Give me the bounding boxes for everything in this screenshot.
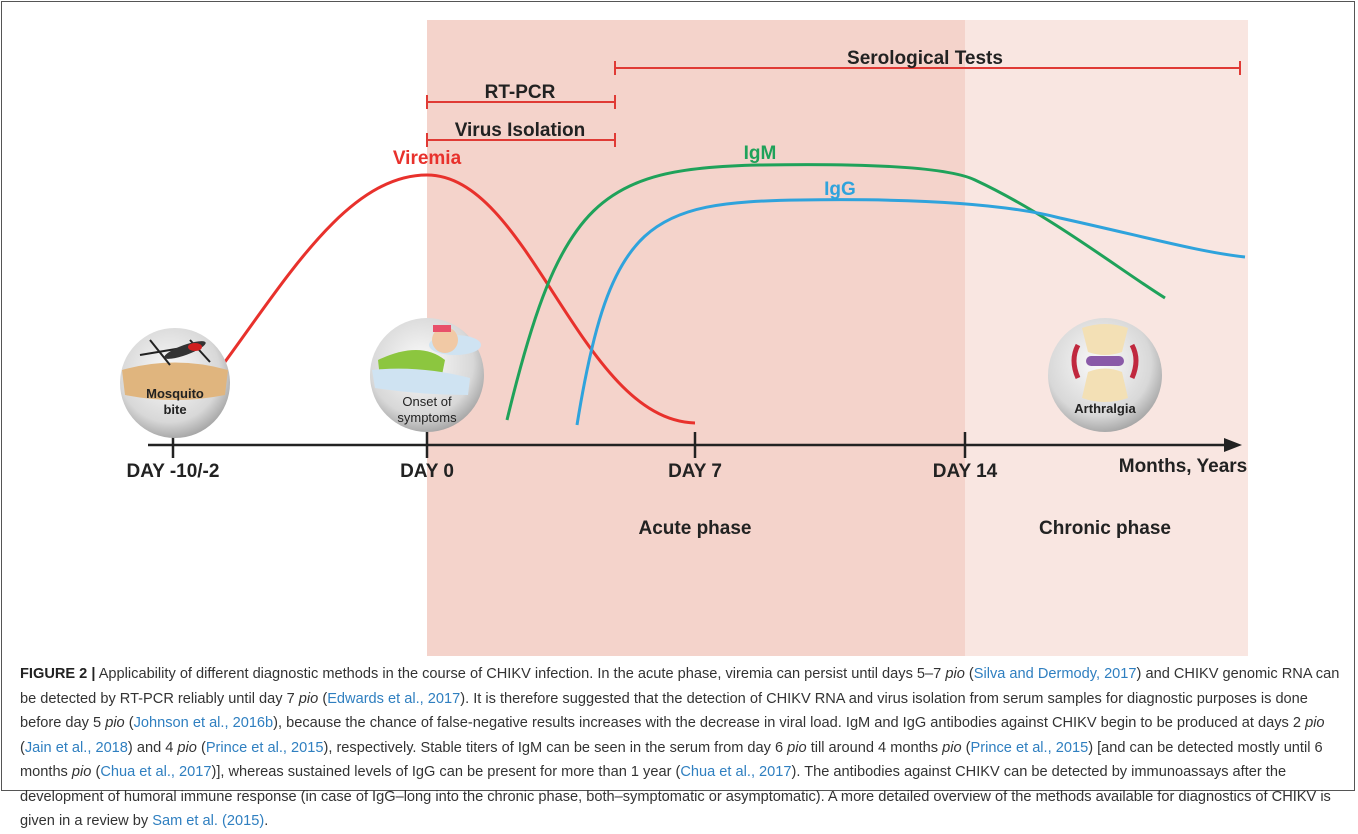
axis-end-label: Months, Years (1119, 456, 1247, 477)
caption-text: . (264, 813, 268, 829)
citation-link[interactable]: Prince et al., 2015 (971, 740, 1089, 756)
method-label: Virus Isolation (455, 120, 586, 141)
citation-link[interactable]: Silva and Dermody, 2017 (974, 666, 1137, 682)
caption-text: ), because the chance of false-negative … (273, 715, 1305, 731)
figure-number: FIGURE 2 | (20, 666, 95, 682)
caption-italic: pio (299, 691, 318, 707)
phase-label: Acute phase (639, 518, 752, 539)
acute-region (427, 20, 965, 656)
citation-link[interactable]: Edwards et al., 2017 (327, 691, 460, 707)
caption-italic: pio (105, 715, 124, 731)
caption-italic: pio (72, 764, 91, 780)
caption: FIGURE 2 | Applicability of different di… (20, 662, 1340, 834)
caption-text: ), respectively. Stable titers of IgM ca… (323, 740, 787, 756)
icon-mosquito (120, 328, 230, 438)
phase-label: Chronic phase (1039, 518, 1171, 539)
caption-italic: pio (787, 740, 806, 756)
axis-label: DAY 7 (668, 461, 722, 482)
caption-text: ( (965, 666, 974, 682)
method-label: RT-PCR (485, 82, 556, 103)
axis-label: DAY 14 (933, 461, 998, 482)
axis-label: DAY -10/-2 (127, 461, 220, 482)
caption-text: Applicability of different diagnostic me… (95, 666, 945, 682)
citation-link[interactable]: Prince et al., 2015 (206, 740, 324, 756)
citation-link[interactable]: Johnson et al., 2016b (134, 715, 274, 731)
caption-italic: pio (942, 740, 961, 756)
citation-link[interactable]: Chua et al., 2017 (100, 764, 211, 780)
icon-label: bite (163, 402, 186, 417)
icon-label: Onset of (402, 394, 452, 409)
method-label: Serological Tests (847, 48, 1003, 69)
caption-text: )], whereas sustained levels of IgG can … (211, 764, 680, 780)
caption-text: ( (125, 715, 134, 731)
caption-text: ( (962, 740, 971, 756)
caption-text: ( (91, 764, 100, 780)
curve-label: IgM (744, 143, 777, 164)
page: Serological Tests RT-PCR Virus Isolation… (0, 0, 1358, 785)
caption-text: ( (197, 740, 206, 756)
caption-text: till around 4 months (807, 740, 942, 756)
curve-label: Viremia (393, 148, 462, 169)
axis-label: DAY 0 (400, 461, 454, 482)
icon-label: Arthralgia (1074, 401, 1136, 416)
curve-label: IgG (824, 179, 856, 200)
figure: Serological Tests RT-PCR Virus Isolation… (0, 0, 1358, 660)
caption-italic: pio (177, 740, 196, 756)
icon-label: Mosquito (146, 386, 204, 401)
caption-text: ) and 4 (128, 740, 178, 756)
caption-italic: pio (1305, 715, 1324, 731)
citation-link[interactable]: Chua et al., 2017 (680, 764, 791, 780)
citation-link[interactable]: Sam et al. (2015) (152, 813, 264, 829)
caption-text: ( (318, 691, 327, 707)
caption-italic: pio (945, 666, 964, 682)
icon-label: symptoms (397, 410, 457, 425)
citation-link[interactable]: Jain et al., 2018 (25, 740, 128, 756)
